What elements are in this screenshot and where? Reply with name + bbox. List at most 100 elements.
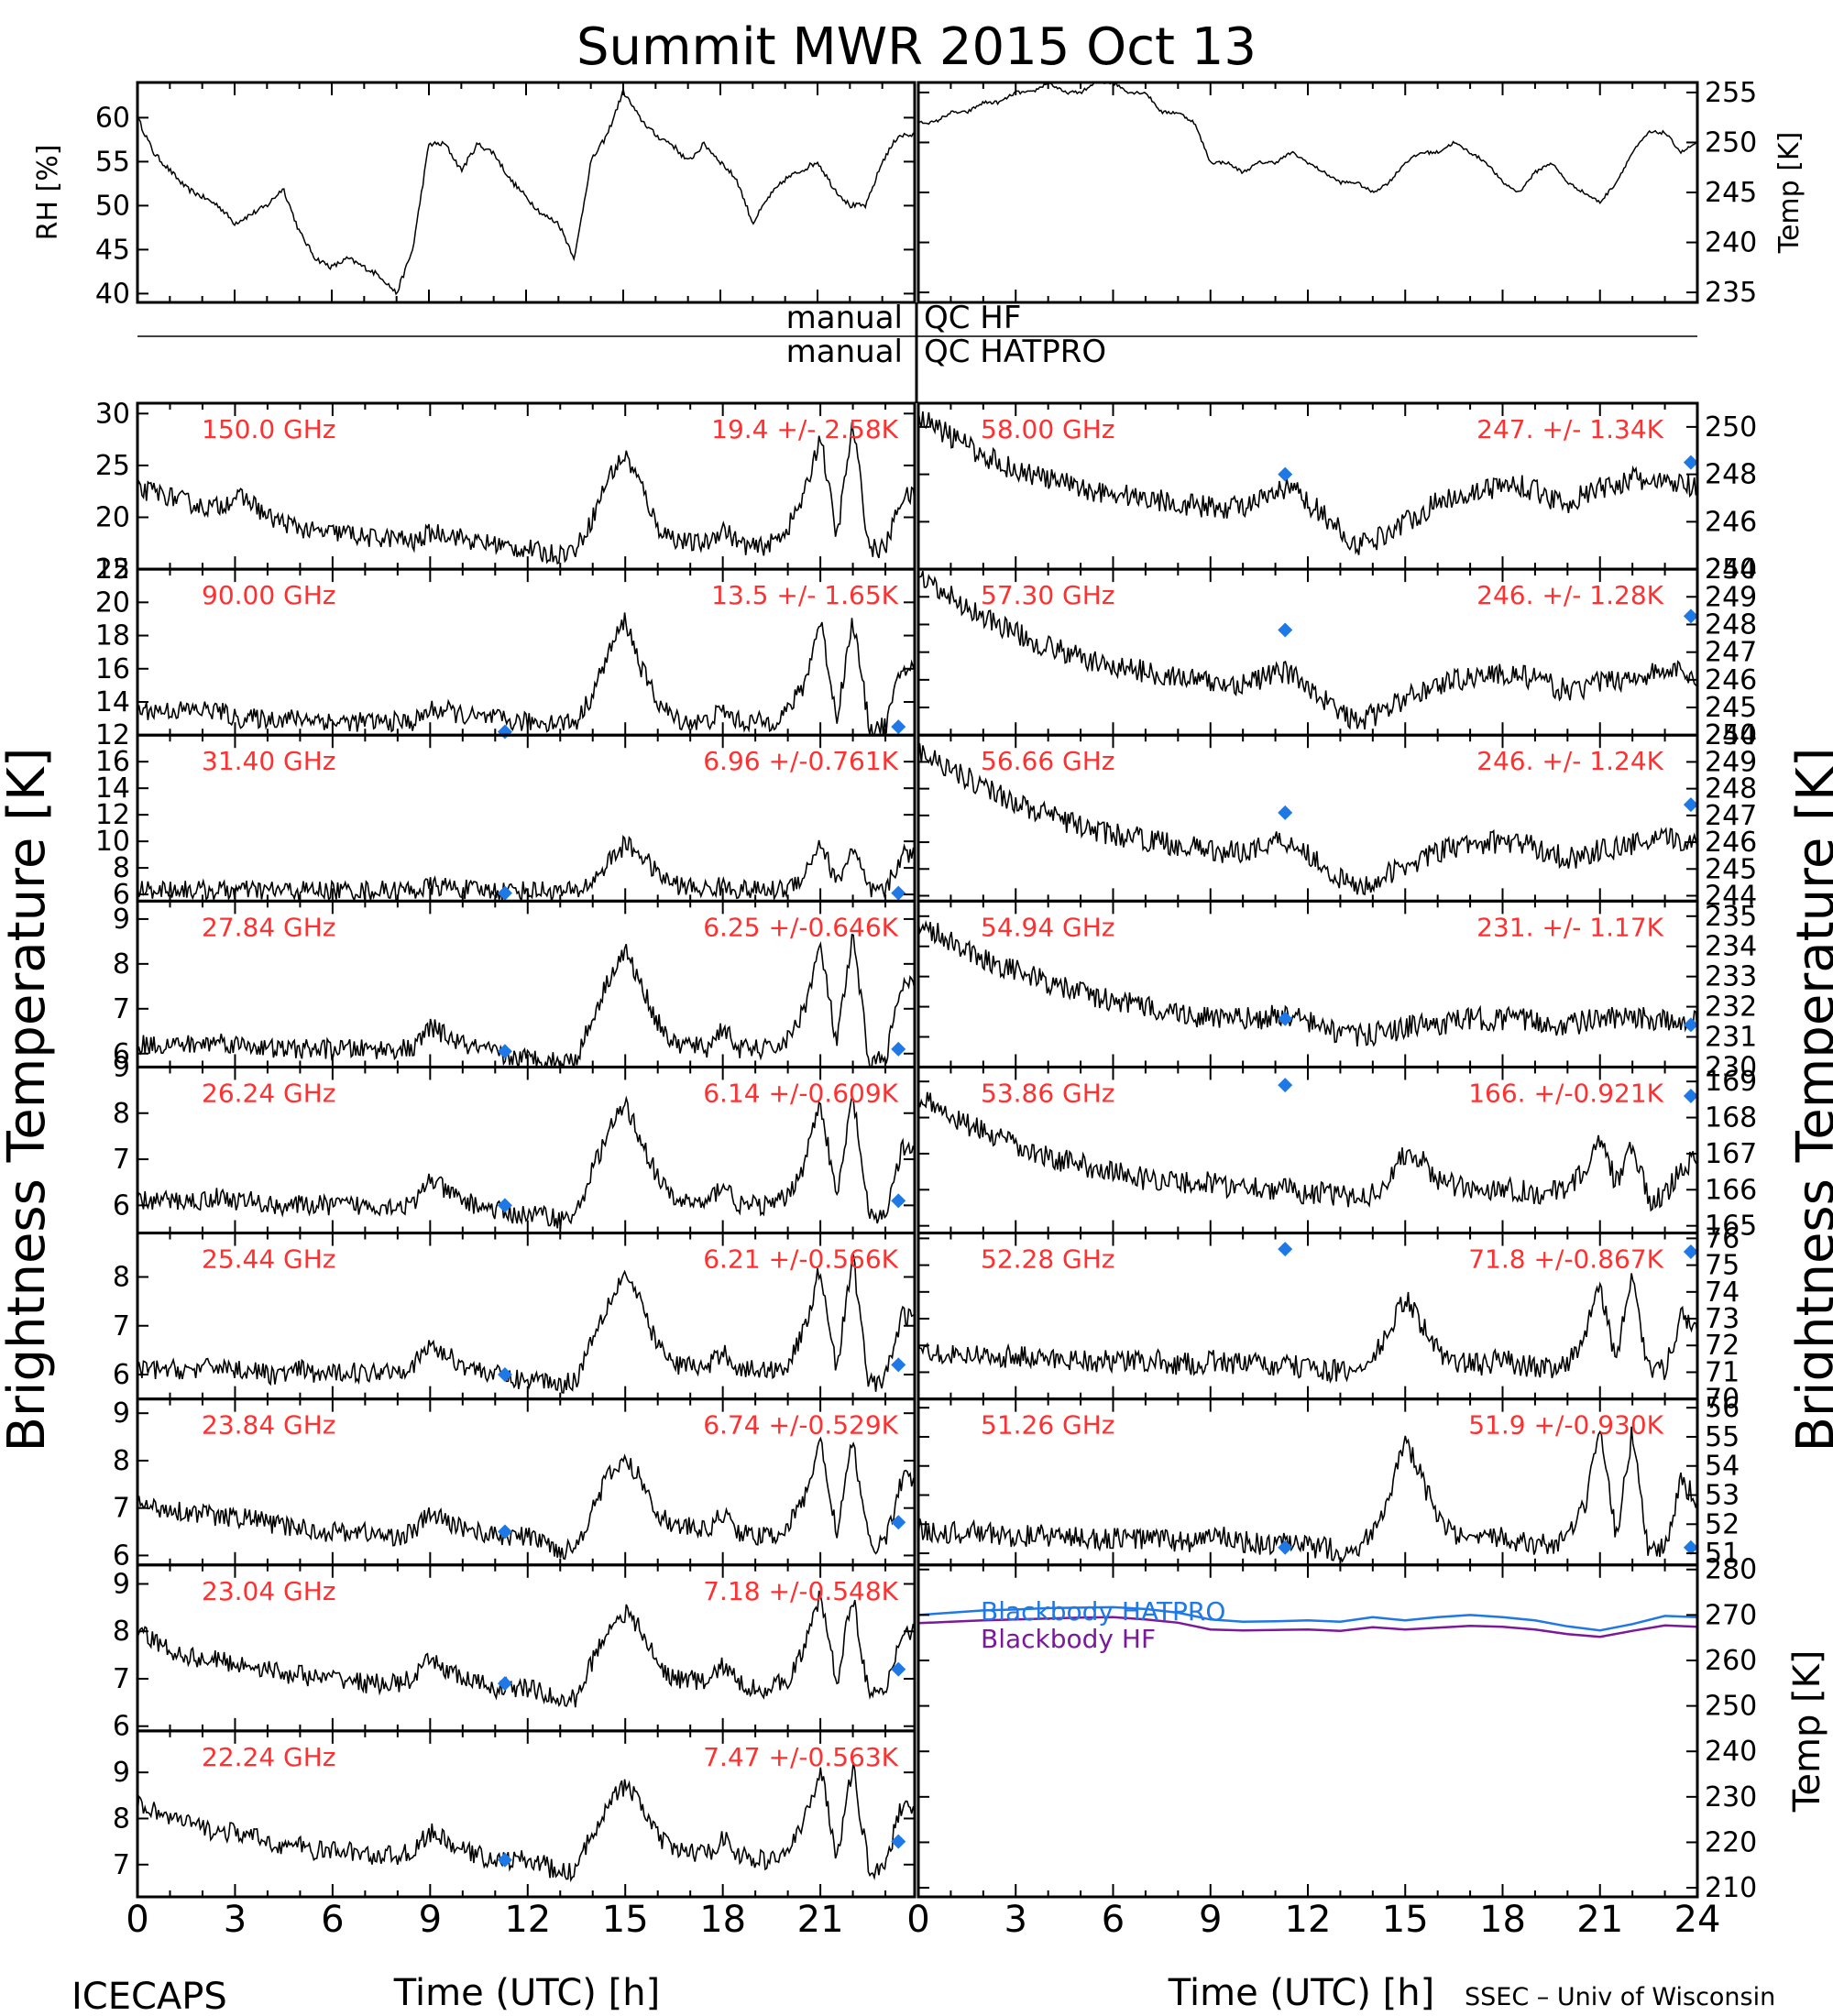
right-panel-6-series-line	[918, 1426, 1697, 1563]
right-panel-2-ytick-label: 247	[1705, 800, 1757, 832]
left-panel-6-marker-0	[497, 1524, 512, 1539]
blackbody-panel-xtick-label: 6	[1102, 1899, 1125, 1941]
right-panel-2-series-line	[918, 742, 1697, 896]
rh-panel-ytick-label: 60	[95, 102, 130, 134]
temp-panel-ytick-label: 255	[1705, 77, 1757, 109]
right-panel-0-series-line	[918, 409, 1697, 555]
figure-title: Summit MWR 2015 Oct 13	[576, 17, 1257, 77]
right-panel-6-marker-0	[1278, 1539, 1293, 1555]
right-panel-5-ytick-label: 73	[1705, 1303, 1740, 1335]
right-panel-6-ytick-label: 55	[1705, 1421, 1740, 1453]
left-panel-7-ytick-label: 9	[113, 1568, 130, 1600]
right-panel-3-ytick-label: 231	[1705, 1022, 1757, 1054]
left-panel-8-ytick-label: 8	[113, 1802, 130, 1835]
left-panel-0: 15 20 25 30 150.0 GHz 19.4 +/- 2.58K	[95, 398, 916, 586]
left-panel-8-stat-label: 7.47 +/-0.563K	[703, 1742, 898, 1772]
blackbody-panel-xtick-label: 15	[1382, 1899, 1429, 1941]
left-panel-8-xtick-label: 3	[224, 1899, 247, 1941]
temp-panel-ytick-label: 240	[1705, 227, 1757, 259]
qc-rows: manual QC HF manual QC HATPRO	[137, 300, 1697, 370]
right-panel-2-stat-label: 246. +/- 1.24K	[1476, 746, 1663, 776]
blackbody-temp-axis-label: Temp [K]	[1786, 1650, 1828, 1813]
left-panel-8-marker-1	[891, 1834, 906, 1849]
right-panel-4: 165 166 167 168 169 53.86 GHz 166. +/-0.921K	[916, 1065, 1757, 1243]
left-panel-2-ytick-label: 10	[95, 826, 130, 858]
right-panel-2-ytick-label: 244	[1705, 880, 1757, 912]
footer-right: SSEC – Univ of Wisconsin	[1465, 1983, 1775, 2011]
left-panel-1-freq-label: 90.00 GHz	[202, 580, 336, 610]
right-panel-5-series-line	[918, 1273, 1697, 1385]
right-panel-3-series-line	[918, 920, 1697, 1047]
left-panel-3-marker-1	[891, 1041, 906, 1057]
rh-panel: 40 45 50 55 60	[95, 81, 916, 310]
left-panel-2-ytick-label: 6	[113, 879, 130, 911]
left-panel-6-marker-1	[891, 1515, 906, 1530]
blackbody-panel-ytick-label: 250	[1705, 1691, 1757, 1723]
left-panel-1-ytick-label: 22	[95, 553, 130, 586]
right-panel-1-marker-0	[1278, 622, 1293, 638]
temp-panel-ytick-label: 245	[1705, 177, 1757, 209]
left-panel-6-stat-label: 6.74 +/-0.529K	[703, 1410, 898, 1441]
right-panel-3-marker-1	[1683, 1017, 1698, 1033]
left-panel-3-ytick-label: 6	[113, 1038, 130, 1070]
left-panel-5-freq-label: 25.44 GHz	[202, 1244, 336, 1275]
right-panel-1-freq-label: 57.30 GHz	[981, 580, 1115, 610]
left-panel-8-xtick-label: 15	[602, 1899, 649, 1941]
right-panel-4-freq-label: 53.86 GHz	[981, 1078, 1115, 1108]
right-panel-5-stat-label: 71.8 +/-0.867K	[1468, 1244, 1663, 1275]
left-panel-1-ytick-label: 12	[95, 719, 130, 751]
left-panel-3-stat-label: 6.25 +/-0.646K	[703, 912, 898, 942]
right-panel-4-series-line	[918, 1091, 1697, 1212]
right-panel-4-ytick-label: 167	[1705, 1138, 1757, 1170]
right-panel-3-ytick-label: 234	[1705, 931, 1757, 963]
left-panel-4-ytick-label: 7	[113, 1144, 130, 1176]
left-panel-5-marker-0	[497, 1367, 512, 1383]
left-panel-1-marker-0	[497, 724, 512, 740]
left-panel-7-stat-label: 7.18 +/-0.548K	[703, 1576, 898, 1606]
right-panel-4-ytick-label: 169	[1705, 1066, 1757, 1098]
left-panel-8: 0 3 6 9 12 15 18 21 7 8 9 22.24 GHz 7.47 +/-0.563K	[113, 1729, 916, 1941]
left-panel-7-series-line	[137, 1590, 915, 1708]
right-panel-3-ytick-label: 235	[1705, 901, 1757, 933]
left-panel-7-ytick-label: 8	[113, 1616, 130, 1648]
blackbody-panel-series-1	[918, 1616, 1697, 1638]
right-panel-1-ytick-label: 250	[1705, 553, 1757, 586]
blackbody-panel-series-0	[918, 1605, 1697, 1632]
left-panel-8-ytick-label: 9	[113, 1757, 130, 1789]
left-panel-5: 6 7 8 25.44 GHz 6.21 +/-0.566K	[113, 1232, 916, 1401]
right-panel-3-ytick-label: 230	[1705, 1051, 1757, 1083]
left-panel-2-stat-label: 6.96 +/-0.761K	[703, 746, 898, 776]
left-panel-4-stat-label: 6.14 +/-0.609K	[703, 1078, 898, 1108]
blackbody-panel-ytick-label: 230	[1705, 1781, 1757, 1813]
right-panel-0-freq-label: 58.00 GHz	[981, 414, 1115, 444]
blackbody-panel-ytick-label: 280	[1705, 1554, 1757, 1586]
right-panel-3-stat-label: 231. +/- 1.17K	[1476, 912, 1663, 942]
blackbody-panel-ytick-label: 210	[1705, 1872, 1757, 1904]
left-panel-4-marker-1	[891, 1193, 906, 1209]
right-panel-1-ytick-label: 245	[1705, 692, 1757, 724]
right-panel-4-ytick-label: 165	[1705, 1211, 1757, 1243]
left-panel-7: 6 7 8 9 23.04 GHz 7.18 +/-0.548K	[113, 1563, 916, 1743]
left-panel-2-ytick-label: 14	[95, 772, 130, 805]
right-panel-2-marker-1	[1683, 797, 1698, 813]
left-panel-0-ytick-label: 15	[95, 553, 130, 586]
left-panel-5-marker-1	[891, 1357, 906, 1373]
qc-left-label-1: manual	[786, 300, 903, 336]
right-panel-0-marker-1	[1683, 455, 1698, 470]
left-panel-5-ytick-label: 6	[113, 1359, 130, 1391]
left-panel-6-ytick-label: 8	[113, 1445, 130, 1477]
left-panel-4-ytick-label: 8	[113, 1098, 130, 1130]
right-panel-1-series-line	[918, 570, 1697, 730]
right-panel-5-ytick-label: 70	[1705, 1384, 1740, 1416]
left-panel-5-stat-label: 6.21 +/-0.566K	[703, 1244, 898, 1275]
right-panel-1-ytick-label: 244	[1705, 719, 1757, 751]
left-panel-4-series-line	[137, 1094, 915, 1229]
left-panel-3: 6 7 8 9 27.84 GHz 6.25 +/-0.646K	[113, 899, 916, 1070]
left-panel-8-xtick-label: 9	[419, 1899, 442, 1941]
rh-panel-ytick-label: 40	[95, 278, 130, 310]
right-panel-0-ytick-label: 250	[1705, 411, 1757, 444]
left-panel-4-ytick-label: 9	[113, 1051, 130, 1083]
blackbody-panel-ytick-label: 240	[1705, 1736, 1757, 1768]
